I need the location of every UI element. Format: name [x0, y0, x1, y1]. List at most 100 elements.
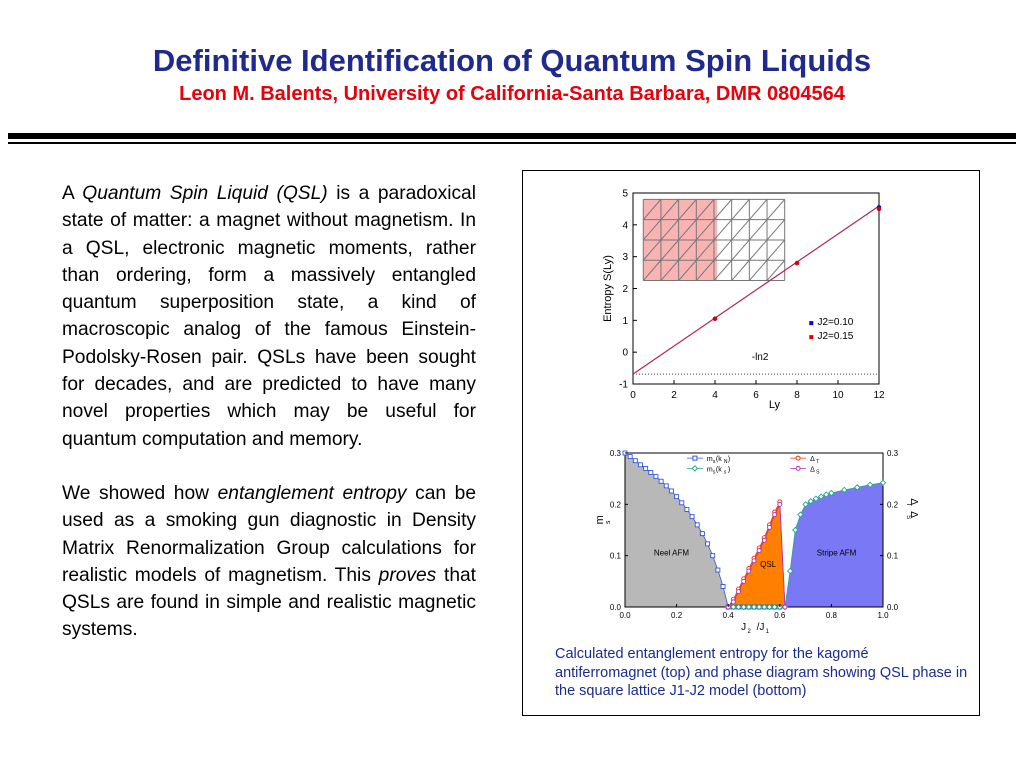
- paragraph-1: A Quantum Spin Liquid (QSL) is a paradox…: [62, 180, 476, 453]
- entropy-legend-label-0: J2=0.10: [818, 317, 854, 328]
- phase-point-0: [627, 454, 633, 460]
- body-text: A Quantum Spin Liquid (QSL) is a paradox…: [62, 180, 476, 644]
- phase-y-tick-label-left-0.2: 0.2: [610, 500, 622, 509]
- phase-point-3: [782, 604, 788, 610]
- y-tick-label-3: 3: [622, 252, 628, 263]
- figure-caption: Calculated entanglement entropy for the …: [555, 646, 968, 699]
- phase-x-tick-label-0.4: 0.4: [723, 611, 735, 620]
- region-label-neel: Neel AFM: [654, 549, 689, 558]
- phase-y-axis-sub-right-T: T: [905, 502, 911, 506]
- phase-y-tick-label-right-0.1: 0.1: [887, 552, 899, 561]
- header-divider-thick: [8, 133, 1016, 139]
- phase-legend-tail-1: (k: [716, 466, 722, 473]
- y-tick-label-5: 5: [622, 189, 628, 200]
- phase-point-0: [632, 458, 638, 464]
- phase-x-axis-label: J: [741, 622, 746, 633]
- p1-run-1: Quantum Spin Liquid (QSL): [82, 183, 328, 204]
- phase-point-1: [766, 603, 773, 611]
- phase-point-0: [720, 584, 726, 589]
- phase-point-3: [746, 568, 752, 574]
- phase-x-tick-label-0.0: 0.0: [619, 611, 631, 620]
- phase-y-axis-sub-left: s: [605, 520, 612, 524]
- phase-legend-label-0: m: [707, 456, 713, 463]
- phase-point-0: [679, 500, 685, 506]
- kagome-bond: [642, 219, 662, 241]
- kagome-bond: [642, 259, 662, 281]
- phase-point-1: [841, 486, 848, 494]
- entropy-legend-label-1: J2=0.15: [818, 331, 854, 342]
- p2-run-4: that QSLs are found in simple and realis…: [62, 564, 476, 641]
- phase-point-0: [689, 514, 695, 520]
- kagome-bond: [713, 259, 733, 281]
- phase-x-tick-label-0.2: 0.2: [671, 611, 683, 620]
- kagome-bond: [660, 219, 679, 241]
- phase-y-tick-label-left-0.3: 0.3: [610, 449, 622, 458]
- entropy-legend-marker-1: [809, 335, 814, 340]
- y-tick-label-0: 0: [622, 348, 628, 359]
- kagome-bond: [731, 259, 750, 281]
- phase-y-axis-label-right: Δ: [908, 498, 919, 505]
- phase-point-3: [756, 548, 762, 553]
- entropy-point-J2=0.15: [712, 316, 718, 321]
- p1-run-2: is a paradoxical state of matter: a magn…: [62, 183, 476, 450]
- kagome-bond: [748, 199, 768, 220]
- kagome-bond: [660, 199, 679, 220]
- phase-legend-sub-2: T: [816, 459, 819, 465]
- phase-point-1: [786, 567, 794, 575]
- phase-point-1: [817, 493, 825, 500]
- x-tick-label-10: 10: [832, 390, 844, 401]
- phase-legend-marker-1: [691, 465, 699, 472]
- phase-point-1: [740, 603, 747, 611]
- phase-x-tick-label-0.6: 0.6: [774, 611, 786, 620]
- kagome-bond: [731, 239, 750, 261]
- entropy-x-axis-label: Ly: [769, 399, 781, 411]
- fit-line-red: [632, 205, 880, 375]
- phase-y-axis-label-right-2: Δ: [908, 511, 919, 518]
- region-neel-afm: [625, 453, 729, 607]
- phase-legend-close-0: ): [728, 456, 730, 463]
- phase-point-1: [879, 479, 887, 487]
- phase-point-0: [699, 531, 705, 537]
- kagome-bond: [678, 239, 697, 261]
- phase-legend-tail-sub-0: N: [724, 459, 728, 465]
- kagome-bond: [731, 219, 750, 241]
- phase-point-1: [761, 603, 768, 611]
- p2-run-0: We showed how: [62, 482, 218, 504]
- phase-point-0: [668, 488, 674, 494]
- figure-box: -ln2 0 2 4 6 8 10 12 -1 0 1 2 3 4 5 Ly Entropy S(Ly) J2=0…: [522, 170, 980, 716]
- phase-point-3: [730, 599, 736, 605]
- kagome-bond: [748, 219, 768, 241]
- kagome-bond: [642, 199, 662, 220]
- phase-point-0: [648, 470, 654, 475]
- kagome-bond: [766, 219, 786, 241]
- phase-point-3: [767, 524, 772, 530]
- phase-point-0: [663, 483, 669, 489]
- phase-legend-sub-1: s: [713, 469, 716, 475]
- phase-point-1: [797, 511, 804, 518]
- phase-point-3: [741, 578, 747, 584]
- phase-y-tick-label-left-0.1: 0.1: [610, 552, 622, 561]
- entropy-legend-marker-0: [809, 321, 814, 326]
- phase-point-1: [853, 484, 861, 491]
- y-tick-label-2: 2: [622, 284, 628, 295]
- phase-point-3: [736, 589, 741, 595]
- phase-legend-marker-2: [795, 455, 801, 461]
- entropy-point-J2=0.15: [794, 260, 800, 266]
- x-tick-label-8: 8: [794, 390, 800, 401]
- phase-legend-tail-0: (k: [716, 456, 722, 463]
- phase-y-tick-label-right-0.0: 0.0: [887, 603, 899, 612]
- region-label-qsl: QSL: [760, 560, 777, 569]
- phase-point-1: [755, 603, 763, 611]
- region-stripe-afm: [784, 482, 883, 607]
- x-tick-label-4: 4: [712, 390, 718, 401]
- phase-point-3: [772, 512, 778, 518]
- phase-point-0: [694, 522, 700, 528]
- phase-point-3: [751, 558, 757, 564]
- phase-point-1: [802, 501, 809, 508]
- x-tick-label-6: 6: [753, 390, 759, 401]
- phase-point-0: [674, 494, 680, 500]
- kagome-bond: [748, 239, 768, 261]
- phase-point-0: [658, 478, 664, 484]
- kagome-bond: [731, 199, 750, 220]
- kagome-bond: [766, 259, 786, 281]
